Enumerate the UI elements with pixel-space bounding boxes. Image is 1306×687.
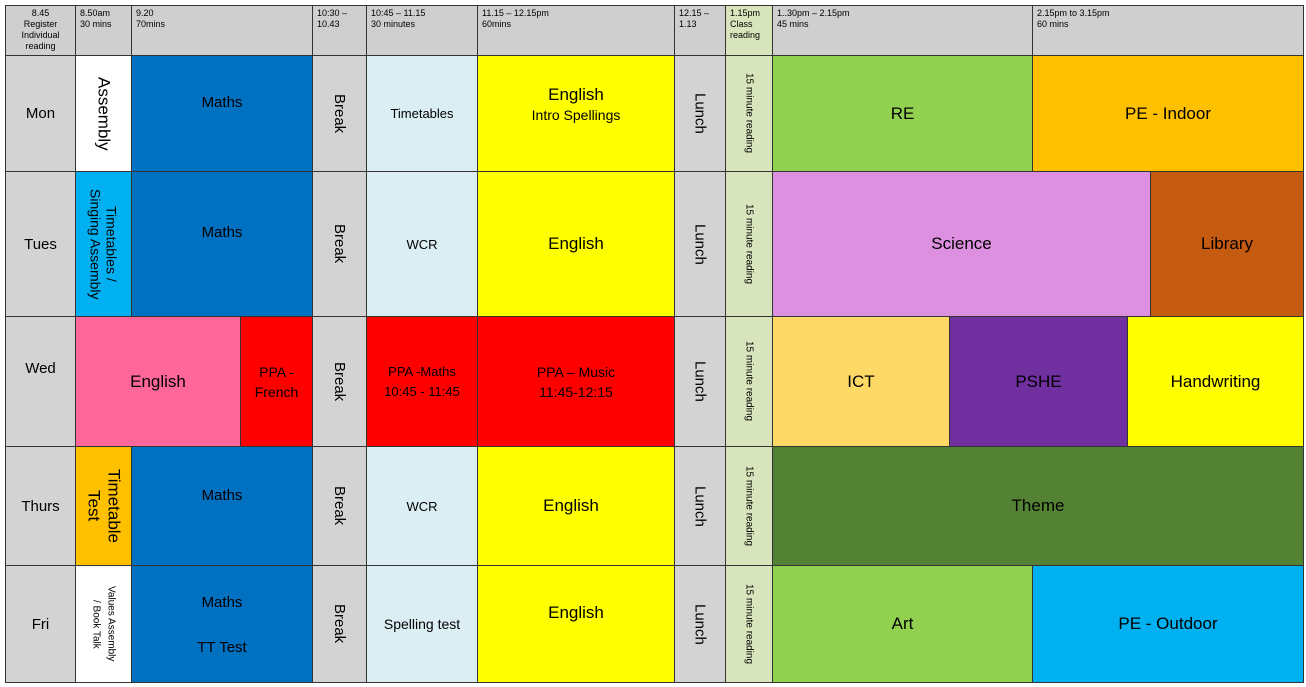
- lesson-ict: ICT: [772, 316, 950, 447]
- header-time: 12.15 –: [679, 8, 710, 18]
- lesson-english: English: [477, 446, 675, 566]
- lesson-pshe: PSHE: [949, 316, 1128, 447]
- lesson-time: 10:45 - 11:45: [384, 383, 460, 399]
- reading-slot: 15 minute reading: [725, 55, 773, 172]
- header-time: 9.20: [136, 8, 154, 18]
- reading-slot: 15 minute reading: [725, 565, 773, 683]
- lesson-maths: Maths: [131, 55, 313, 172]
- lesson-english: English: [477, 171, 675, 317]
- header-duration: 70mins: [136, 19, 166, 29]
- day-label-fri: Fri: [5, 565, 76, 683]
- lesson-re: RE: [772, 55, 1033, 172]
- lesson-subtitle: Intro Spellings: [531, 106, 621, 123]
- lesson-subtitle: TT Test: [197, 639, 247, 656]
- break-slot: Break: [312, 565, 367, 683]
- header-time: 8.50am: [80, 8, 111, 18]
- lesson-art: Art: [772, 565, 1033, 683]
- header-duration: 30 mins: [80, 19, 112, 29]
- break-slot: Break: [312, 446, 367, 566]
- header-time: 8.45: [31, 8, 50, 18]
- break-slot: Break: [312, 316, 367, 447]
- lesson-wcr: WCR: [366, 171, 478, 317]
- day-label-tue: Tues: [5, 171, 76, 317]
- lunch-slot: Lunch: [674, 316, 726, 447]
- day-label-mon: Mon: [5, 55, 76, 172]
- header-period-3: 10:45 – 11.15 30 minutes: [366, 5, 478, 56]
- lunch-slot: Lunch: [674, 171, 726, 317]
- lesson-title: PPA – Music: [536, 363, 616, 380]
- lesson-timetable-test: Timetable Test: [75, 446, 132, 566]
- header-time: 1.15pm: [730, 8, 761, 18]
- header-label: Class: [730, 19, 753, 29]
- break-slot: Break: [312, 171, 367, 317]
- header-duration: 30 minutes: [371, 19, 416, 29]
- header-duration: 45 mins: [777, 19, 809, 29]
- header-duration: 60 mins: [1037, 19, 1069, 29]
- reading-slot: 15 minute reading: [725, 316, 773, 447]
- lesson-time: 11:45-12:15: [539, 383, 613, 400]
- lesson-title: Maths: [201, 594, 243, 611]
- lesson-english: English: [477, 565, 675, 683]
- header-time: 10:30 –: [317, 8, 348, 18]
- lesson-maths: Maths: [131, 446, 313, 566]
- lunch-slot: Lunch: [674, 446, 726, 566]
- lesson-english: English Intro Spellings: [477, 55, 675, 172]
- header-period-2: 9.20 70mins: [131, 5, 313, 56]
- header-label: Individual: [21, 30, 60, 40]
- header-time: 10.43: [317, 19, 340, 29]
- header-time: 1.13: [679, 19, 697, 29]
- header-label: reading: [730, 30, 761, 40]
- lesson-maths-tt-test: Maths TT Test: [131, 565, 313, 683]
- header-register: 8.45 Register Individual reading: [5, 5, 76, 56]
- lunch-slot: Lunch: [674, 565, 726, 683]
- lesson-wcr: WCR: [366, 446, 478, 566]
- lesson-pe-indoor: PE - Indoor: [1032, 55, 1304, 172]
- lesson-timetables: Timetables: [366, 55, 478, 172]
- lesson-singing-assembly: Timetables / Singing Assembly: [75, 171, 132, 317]
- lesson-ppa-music: PPA – Music 11:45-12:15: [477, 316, 675, 447]
- header-period-6: 2.15pm to 3.15pm 60 mins: [1032, 5, 1304, 56]
- lesson-pe-outdoor: PE - Outdoor: [1032, 565, 1304, 683]
- header-period-1: 8.50am 30 mins: [75, 5, 132, 56]
- header-duration: 60mins: [482, 19, 512, 29]
- lesson-ppa-french: PPA - French: [240, 316, 313, 447]
- header-lunch: 12.15 – 1.13: [674, 5, 726, 56]
- lesson-title: English: [548, 84, 604, 104]
- lesson-spelling-test: Spelling test: [366, 565, 478, 683]
- lesson-title: PPA -Maths: [388, 363, 456, 379]
- lesson-ppa-maths: PPA -Maths 10:45 - 11:45: [366, 316, 478, 447]
- lesson-subtitle: French: [254, 383, 299, 400]
- lesson-handwriting: Handwriting: [1127, 316, 1304, 447]
- reading-slot: 15 minute reading: [725, 171, 773, 317]
- lesson-title: PPA -: [259, 363, 294, 380]
- lesson-maths: Maths: [131, 171, 313, 317]
- day-label-thu: Thurs: [5, 446, 76, 566]
- header-period-5: 1..30pm – 2.15pm 45 mins: [772, 5, 1033, 56]
- header-class-reading: 1.15pm Class reading: [725, 5, 773, 56]
- break-slot: Break: [312, 55, 367, 172]
- header-time: 1..30pm – 2.15pm: [777, 8, 850, 18]
- header-time: 2.15pm to 3.15pm: [1037, 8, 1110, 18]
- lesson-theme: Theme: [772, 446, 1304, 566]
- lesson-library: Library: [1150, 171, 1304, 317]
- reading-slot: 15 minute reading: [725, 446, 773, 566]
- lesson-assembly: Assembly: [75, 55, 132, 172]
- lesson-science: Science: [772, 171, 1151, 317]
- header-time: 11.15 – 12.15pm: [482, 8, 549, 18]
- day-label-wed: Wed: [5, 316, 76, 447]
- header-label: reading: [25, 41, 56, 51]
- lesson-english: English: [75, 316, 241, 447]
- header-time: 10:45 – 11.15: [371, 8, 426, 18]
- header-period-4: 11.15 – 12.15pm 60mins: [477, 5, 675, 56]
- lesson-values-assembly: Values Assembly / Book Talk: [75, 565, 132, 683]
- header-break: 10:30 – 10.43: [312, 5, 367, 56]
- header-label: Register: [23, 19, 58, 29]
- lunch-slot: Lunch: [674, 55, 726, 172]
